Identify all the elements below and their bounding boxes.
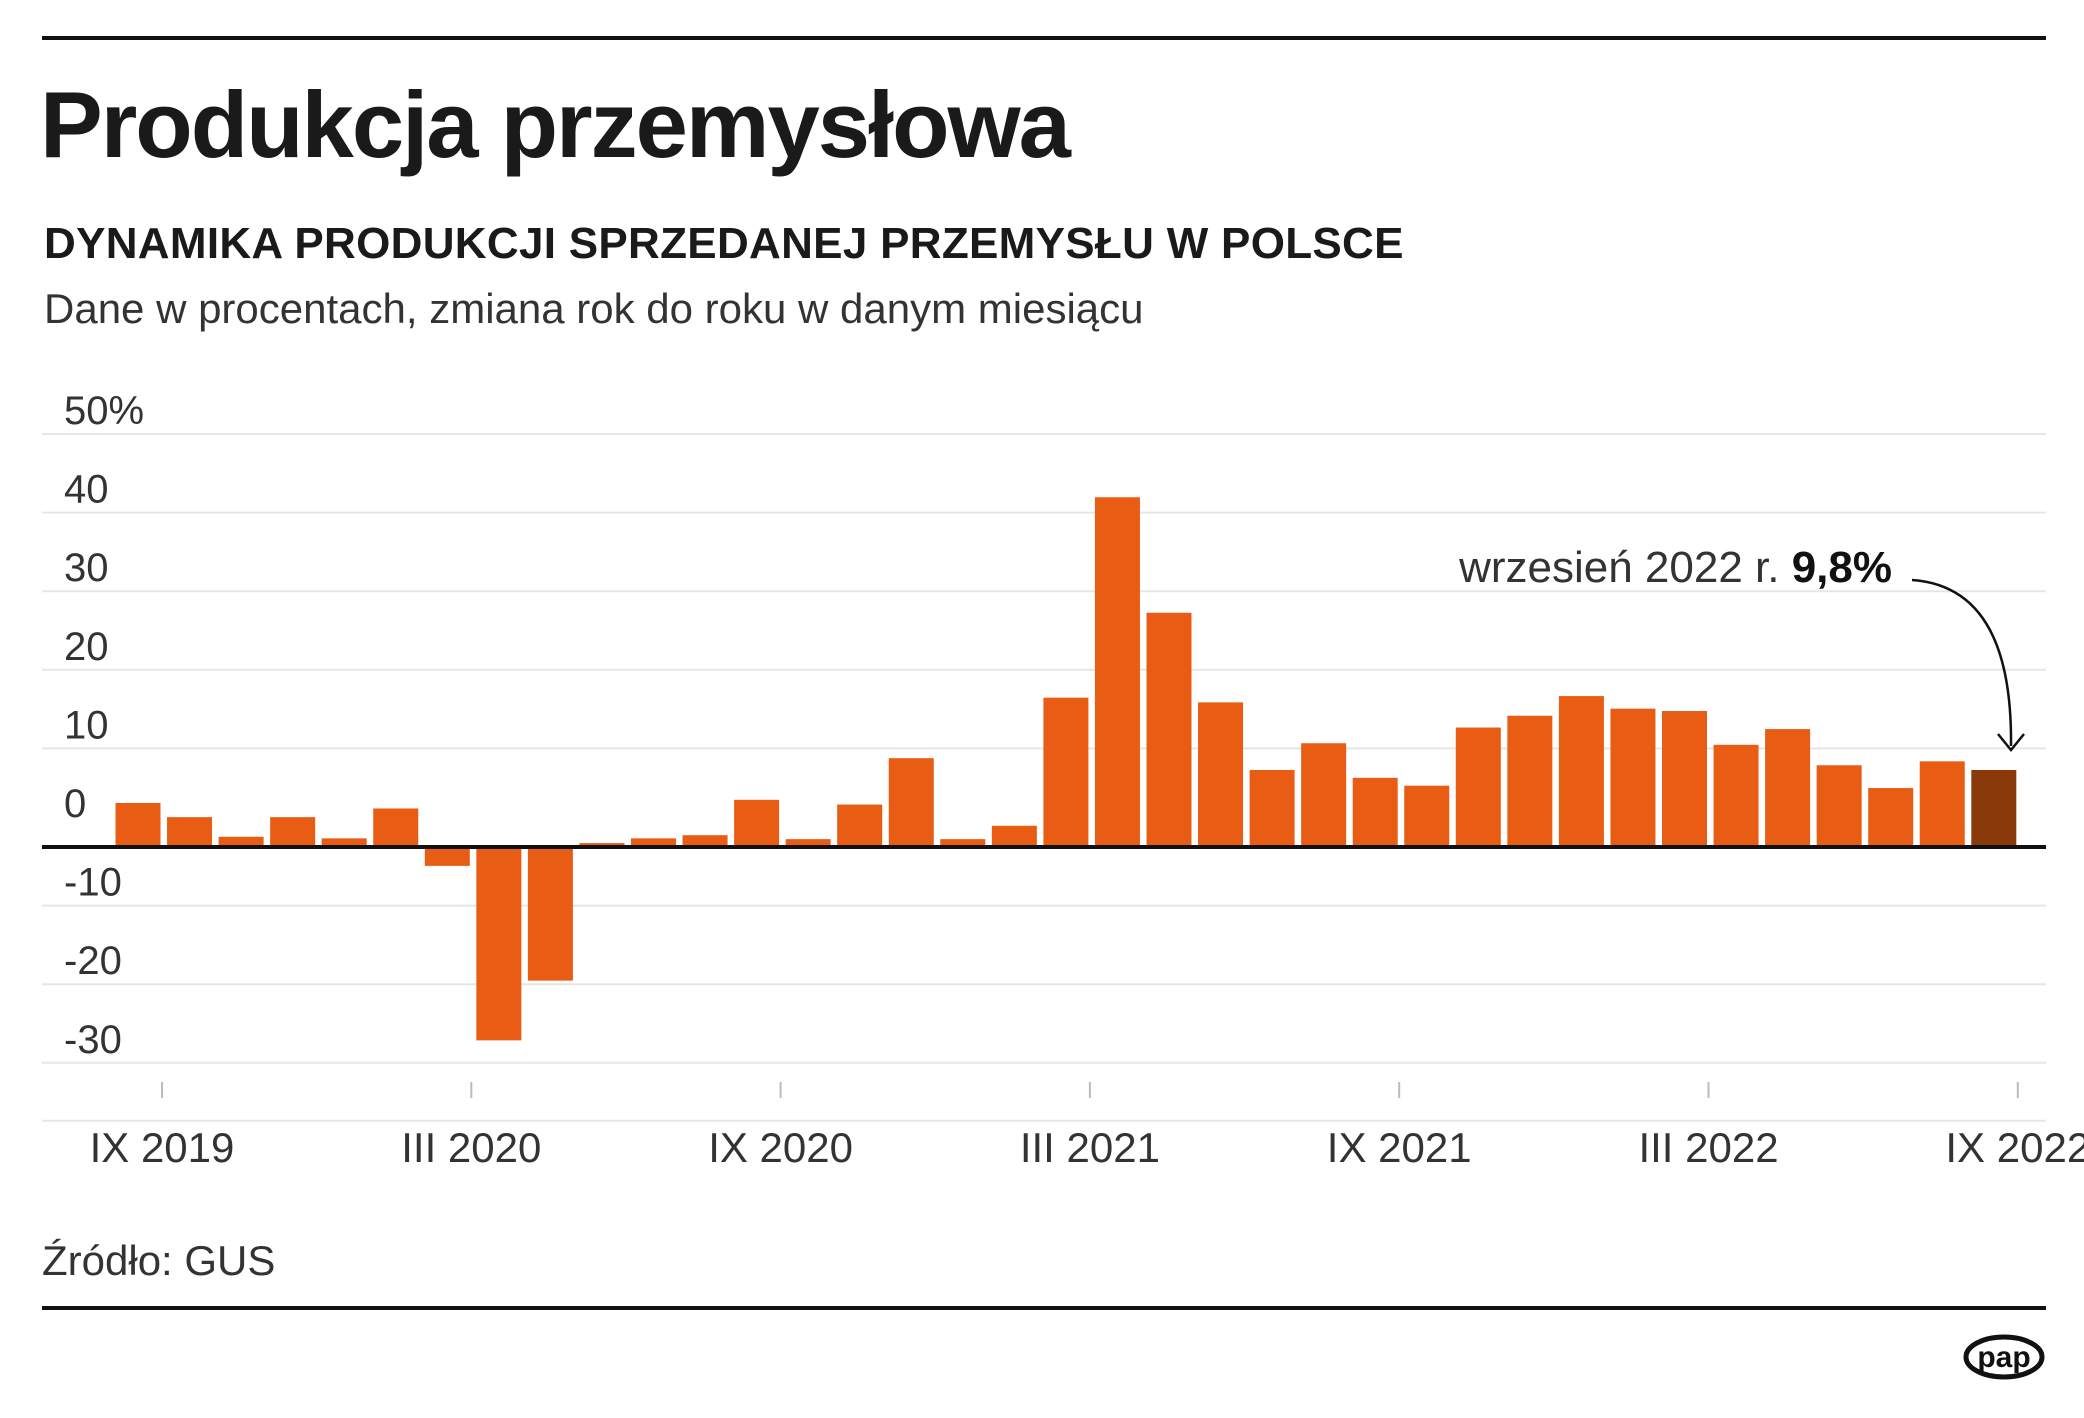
bar (1404, 785, 1450, 847)
bar (991, 825, 1037, 847)
chart-subtitle: DYNAMIKA PRODUKCJI SPRZEDANEJ PRZEMYSŁU … (44, 219, 1404, 268)
y-tick-label: -10 (64, 861, 122, 905)
y-axis-labels: 50% 40 30 20 10 0 -10 -20 -30 (64, 389, 144, 1062)
bar (837, 804, 883, 847)
bar (270, 817, 316, 847)
x-tick-label: III 2020 (401, 1124, 541, 1171)
bar (218, 836, 264, 847)
bar (734, 799, 780, 847)
source-note: Źródło: GUS (42, 1237, 276, 1284)
bar (1043, 697, 1089, 847)
y-tick-label: -30 (64, 1018, 122, 1062)
chart-description: Dane w procentach, zmiana rok do roku w … (44, 285, 1144, 332)
y-tick-label: 50% (64, 389, 144, 433)
bar (682, 835, 728, 847)
x-tick-label: IX 2020 (708, 1124, 853, 1171)
bar (527, 847, 573, 981)
annotation-arrow-head (1997, 733, 2025, 752)
bar (888, 758, 934, 847)
bar (1610, 708, 1656, 847)
bar (631, 838, 676, 847)
pap-logo: pap (1963, 1334, 2045, 1380)
x-tick-label: III 2021 (1020, 1124, 1160, 1171)
y-tick-label: 30 (64, 546, 109, 590)
annotation-text: wrzesień 2022 r. (1458, 543, 1792, 592)
y-tick-label: 40 (64, 468, 109, 512)
bar (1094, 497, 1140, 847)
y-tick-label: 20 (64, 625, 109, 669)
chart-title: Produkcja przemysłowa (40, 72, 1071, 177)
bar (115, 802, 161, 847)
bars (42, 497, 2046, 1041)
x-tick-label: IX 2019 (90, 1124, 235, 1171)
bar (1455, 727, 1501, 847)
bottom-rule (42, 1306, 2046, 1310)
bar (373, 808, 419, 847)
bar (785, 839, 831, 847)
bar (1868, 788, 1914, 847)
x-tick-label: III 2022 (1638, 1124, 1778, 1171)
bar (1249, 769, 1295, 847)
bar (1919, 761, 1965, 847)
bar (1301, 743, 1347, 847)
bar (1146, 612, 1192, 847)
y-tick-label: -20 (64, 939, 122, 983)
bar (1558, 696, 1604, 847)
annotation: wrzesień 2022 r. 9,8% (1458, 543, 2025, 752)
bar (1765, 729, 1811, 847)
bar (424, 847, 470, 866)
bar (1507, 715, 1553, 847)
bar (1713, 744, 1759, 847)
x-tick-label: IX 2021 (1327, 1124, 1472, 1171)
bar (321, 838, 367, 847)
bar (1816, 765, 1862, 847)
annotation-label: wrzesień 2022 r. 9,8% (1458, 543, 1892, 592)
annotation-arrow (1911, 578, 2013, 747)
x-tick-label: IX 2022 (1945, 1124, 2084, 1171)
bar (1971, 769, 2017, 847)
annotation-value: 9,8% (1792, 543, 1892, 592)
top-rule (42, 36, 2046, 40)
bar (167, 817, 213, 847)
y-tick-label: 10 (64, 703, 109, 747)
bar (476, 847, 522, 1041)
bar (940, 839, 986, 847)
bar (1198, 702, 1244, 847)
y-tick-label: 0 (64, 782, 86, 826)
bar (1662, 711, 1707, 847)
bar (1352, 777, 1398, 847)
x-axis: IX 2019 III 2020 IX 2020 III 2021 IX 2021 III… (90, 1082, 2084, 1171)
logo-text: pap (1977, 1341, 2030, 1374)
